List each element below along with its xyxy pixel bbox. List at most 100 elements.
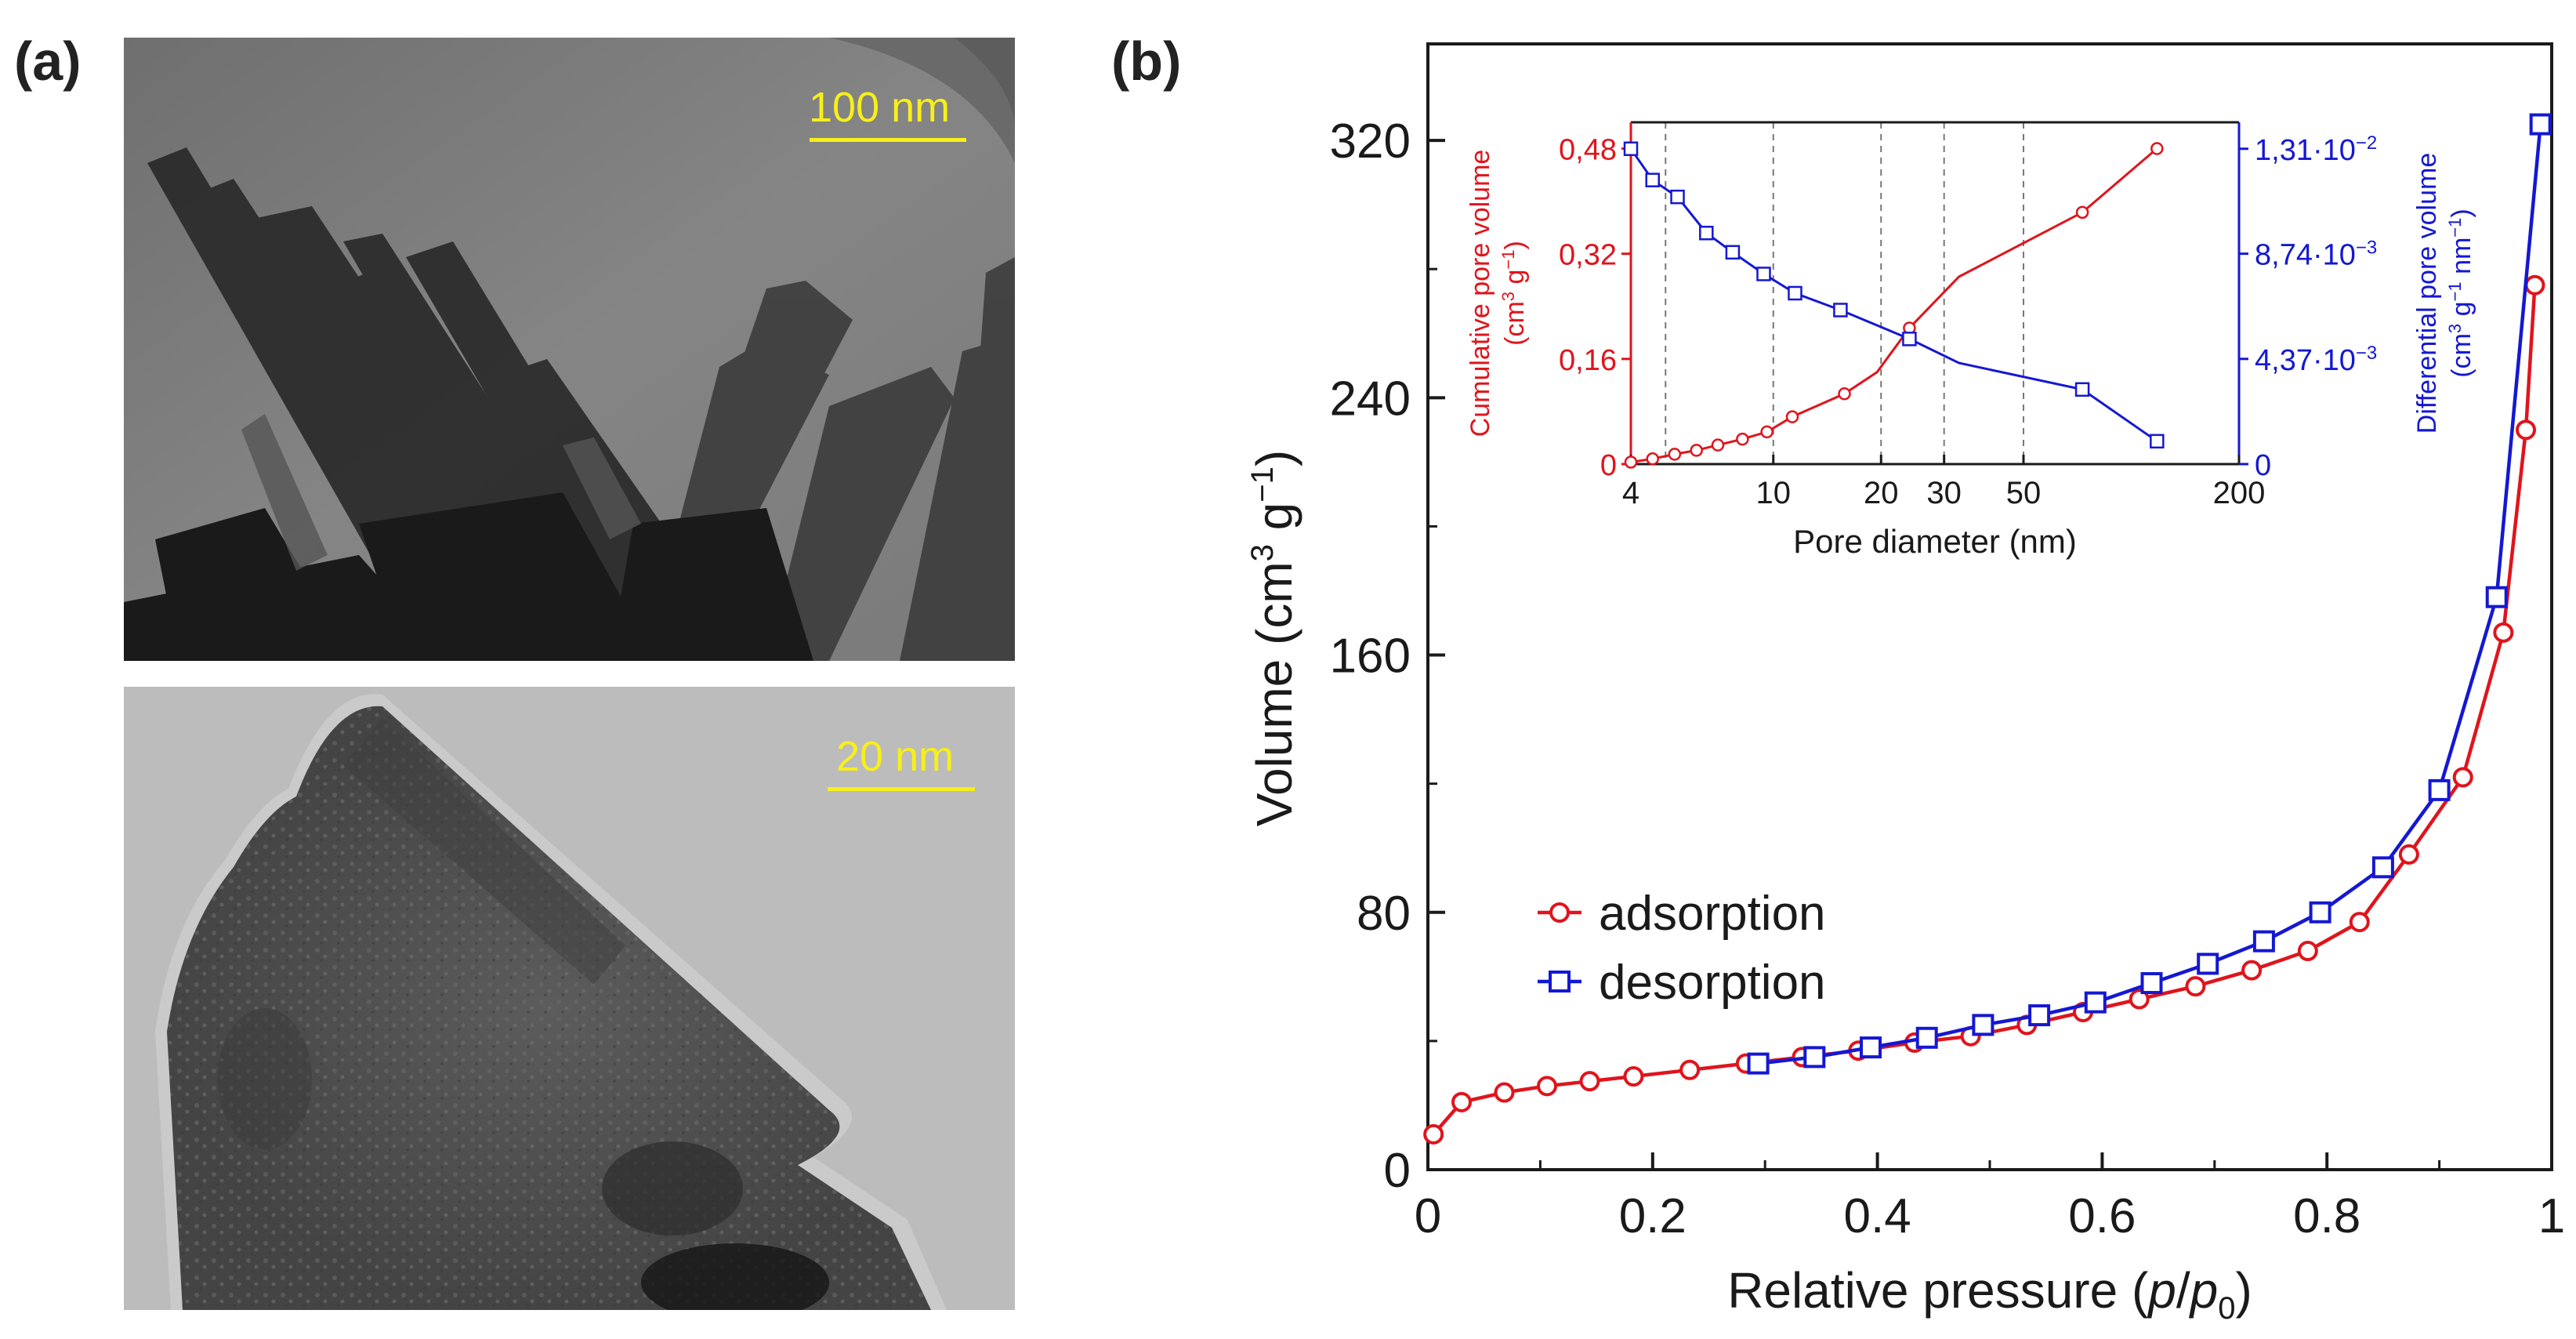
inset-x-tick-label: 50 [2006, 476, 2042, 510]
y-tick-label: 240 [1330, 372, 1411, 426]
legend-marker-adsorption [1549, 902, 1570, 923]
data-point-desorption [1972, 1014, 1994, 1036]
y-axis-label: Volume (cm3 g−1) [1245, 450, 1302, 826]
panel-label-b: (b) [1111, 31, 1182, 92]
x-tick-label: 0.8 [2293, 1189, 2360, 1243]
inset-right-axis-label: Differential pore volume [2412, 153, 2442, 434]
data-point-desorption [2485, 586, 2508, 608]
data-point-desorption [2252, 930, 2275, 953]
data-point-desorption [1859, 1036, 1882, 1059]
inset-data-point-cumulative [1646, 452, 1659, 466]
legend-label-adsorption: adsorption [1599, 887, 1826, 941]
data-point-desorption [2371, 856, 2394, 879]
inset-right-tick-label: 4,37·10−3 [2255, 343, 2377, 377]
y-tick-label: 320 [1330, 114, 1411, 169]
x-tick-label: 0.4 [1843, 1189, 1911, 1243]
inset-data-point-cumulative [1690, 444, 1703, 457]
panel-label-a: (a) [14, 31, 82, 92]
inset-data-point-cumulative [1838, 387, 1851, 401]
data-point-desorption [2084, 991, 2107, 1014]
data-point-adsorption [2452, 767, 2473, 788]
inset-data-point-differential [1902, 332, 1917, 347]
data-point-desorption [1915, 1026, 1938, 1049]
inset-right-label-group: Differential pore volume (cm3 g−1 nm−1) [2412, 153, 2476, 434]
inset-right-axis-unit: (cm3 g−1 nm−1) [2445, 209, 2476, 377]
inset-right-tick-label: 1,31·10−2 [2255, 132, 2377, 167]
inset-x-tick-label: 4 [1622, 476, 1639, 510]
data-point-adsorption [1679, 1059, 1701, 1080]
data-point-desorption [2028, 1004, 2051, 1027]
inset-data-point-differential [1833, 303, 1848, 318]
inset-data-point-cumulative [1711, 438, 1725, 452]
inset-right-tick-label: 8,74·10−3 [2255, 238, 2377, 272]
data-point-adsorption [1451, 1091, 1473, 1112]
inset-data-point-differential [2150, 434, 2165, 449]
inset-x-tick-label: 200 [2213, 476, 2266, 510]
data-point-adsorption [2524, 274, 2545, 296]
inset-data-point-differential [1670, 189, 1685, 205]
inset-data-point-cumulative [1624, 455, 1638, 469]
inset-data-point-differential [1699, 225, 1714, 241]
scale-bar-label-20nm: 20 nm [836, 733, 955, 780]
data-point-adsorption [2241, 960, 2263, 981]
inset-left-axis-label: Cumulative pore volume [1466, 150, 1495, 437]
inset-data-point-differential [1756, 267, 1771, 281]
tem-image-bottom: 20 nm [124, 687, 1015, 1310]
inset-data-point-differential [2074, 382, 2090, 397]
data-point-adsorption [2398, 844, 2419, 865]
x-tick-label: 0.2 [1619, 1189, 1687, 1243]
inset-data-point-cumulative [1668, 448, 1682, 461]
data-point-adsorption [2493, 622, 2514, 643]
inset-x-tick-label: 30 [1926, 476, 1962, 510]
inset-right-tick-label: 0 [2255, 449, 2271, 482]
legend-marker-desorption [1549, 971, 1571, 992]
inset-series-line-differential [1629, 147, 2158, 443]
inset-x-tick-label: 20 [1864, 476, 1899, 510]
inset-series-line-cumulative [1630, 147, 2158, 463]
x-tick-label: 0.6 [2068, 1189, 2136, 1243]
main-plot-frame [1426, 42, 2553, 1171]
legend-label-desorption: desorption [1599, 956, 1826, 1010]
inset-left-label-group: Cumulative pore volume (cm3 g−1) [1466, 150, 1530, 437]
inset-data-point-cumulative [2075, 205, 2089, 220]
y-tick-label: 0 [1384, 1144, 1411, 1198]
data-point-desorption [1747, 1052, 1770, 1075]
data-point-desorption [2529, 113, 2552, 136]
inset-data-point-cumulative [1736, 432, 1749, 446]
data-point-desorption [2197, 953, 2219, 975]
inset-data-point-differential [1623, 141, 1639, 157]
inset-data-point-cumulative [1785, 410, 1799, 423]
data-point-desorption [2428, 778, 2451, 801]
y-tick-label: 160 [1330, 630, 1411, 684]
inset-x-axis-label: Pore diameter (nm) [1793, 523, 2077, 560]
data-point-adsorption [2349, 912, 2370, 933]
data-point-adsorption [1537, 1076, 1558, 1097]
inset-left-axis-unit: (cm3 g−1) [1498, 241, 1530, 346]
inset-x-tick-label: 10 [1756, 476, 1792, 510]
scale-bar-20nm [828, 787, 975, 791]
y-tick-label: 80 [1357, 887, 1411, 941]
data-point-adsorption [2185, 976, 2206, 997]
data-point-adsorption [1579, 1071, 1600, 1092]
data-point-adsorption [1423, 1123, 1444, 1145]
scale-bar-100nm [810, 138, 966, 142]
tem-image-top: 100 nm [124, 38, 1015, 661]
inset-left-tick-label: 0,16 [1559, 344, 1617, 377]
x-tick-label: 1 [2538, 1189, 2565, 1243]
inset-left-tick-label: 0,32 [1559, 239, 1617, 272]
data-point-desorption [2140, 972, 2163, 995]
data-point-adsorption [1494, 1082, 1515, 1103]
data-point-adsorption [2516, 419, 2537, 441]
scale-bar-label-100nm: 100 nm [809, 84, 951, 131]
inset-left-tick-label: 0,48 [1559, 134, 1617, 167]
data-point-desorption [1803, 1046, 1826, 1069]
inset-data-point-differential [1725, 245, 1741, 260]
x-tick-label: 0 [1415, 1189, 1441, 1243]
y-axis-label-group: Volume (cm3 g−1) [1245, 450, 1302, 826]
inset-data-point-cumulative [2150, 142, 2164, 155]
x-axis-label: Relative pressure (p/p0) [1727, 1262, 2252, 1326]
data-point-adsorption [2129, 989, 2150, 1010]
inset-data-point-cumulative [1760, 425, 1773, 439]
inset-data-point-differential [1788, 285, 1802, 301]
